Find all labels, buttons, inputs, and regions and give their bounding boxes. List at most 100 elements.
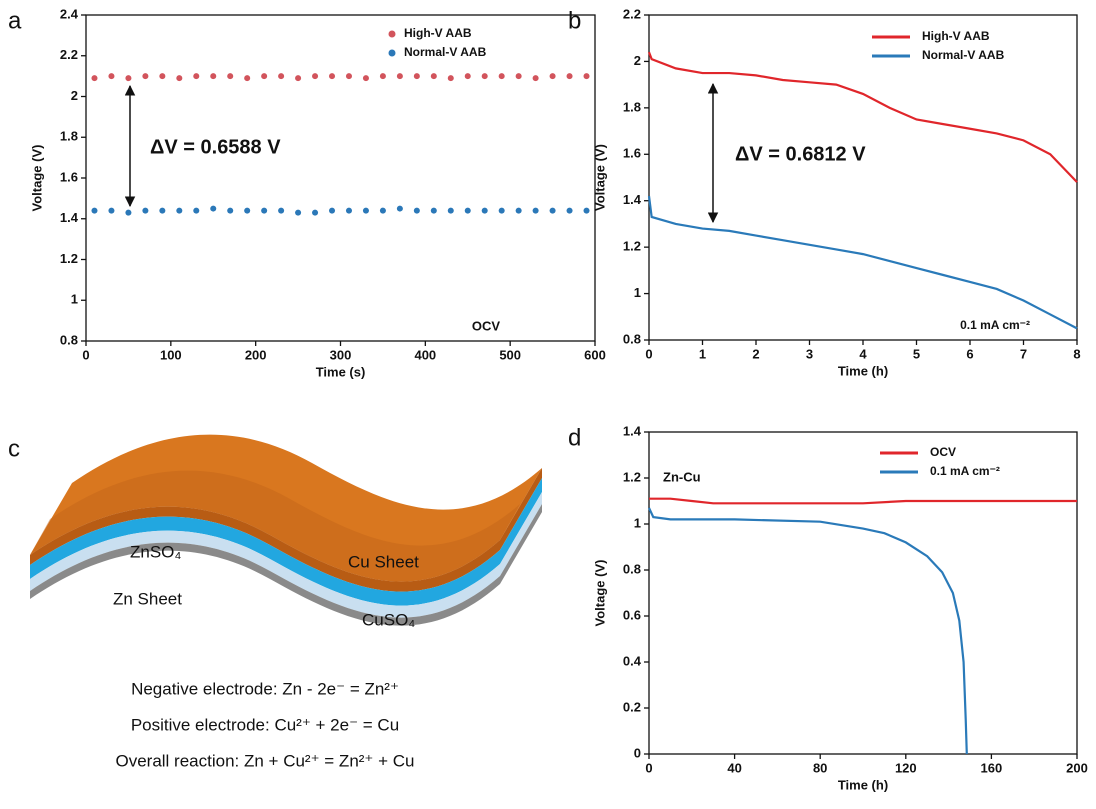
data-point [532,207,539,214]
x-tick-label: 4 [859,346,867,361]
x-axis-title: Time (h) [838,363,888,378]
y-tick-label: 2.2 [60,47,78,62]
annotation: Zn-Cu [663,469,701,484]
data-point [261,207,268,214]
y-tick-label: 0.8 [623,331,641,346]
data-point [379,73,386,80]
y-tick-label: 1.6 [60,169,78,184]
sheet-end [500,468,542,550]
data-point [345,73,352,80]
data-point [447,207,454,214]
y-tick-label: 1 [634,515,641,530]
y-axis-title: Voltage (V) [592,560,607,627]
annotation: ΔV = 0.6812 V [735,143,866,165]
data-point [125,209,132,216]
chart-panel: d 0 40 80 120 160 200 0 0.2 0.4 0.6 0.8 1 1.2 1.4 Time … [568,423,1088,792]
data-point [108,73,115,80]
y-tick-label: 1 [71,292,78,307]
y-tick-label: 1.2 [623,239,641,254]
data-point [176,207,183,214]
data-point [159,207,166,214]
x-tick-label: 5 [913,346,920,361]
data-point [464,73,471,80]
legend-label: Normal-V AAB [404,45,487,59]
equation: Overall reaction: Zn + Cu²⁺ = Zn²⁺ + Cu [115,751,414,770]
data-point [430,207,437,214]
data-point [583,207,590,214]
y-tick-label: 1.4 [623,192,642,207]
x-axis-title: Time (s) [316,364,366,379]
x-axis-title: Time (h) [838,777,888,792]
legend-label: High-V AAB [922,29,990,43]
data-point [108,207,115,214]
data-line [648,507,968,755]
x-tick-label: 80 [813,760,827,775]
y-tick-label: 0.4 [623,653,642,668]
legend-label: High-V AAB [404,26,472,40]
data-point [125,75,132,82]
data-point [176,75,183,82]
legend-label: Normal-V AAB [922,48,1005,62]
y-tick-label: 1 [634,285,641,300]
sheet-end [500,478,542,564]
x-tick-label: 100 [160,347,182,362]
x-tick-label: 120 [895,760,917,775]
x-tick-label: 160 [981,760,1003,775]
data-point [159,73,166,80]
y-tick-label: 0.2 [623,699,641,714]
data-point [329,207,336,214]
data-point [295,75,302,82]
annotation: 0.1 mA cm⁻² [960,318,1030,332]
data-point [549,73,556,80]
x-tick-label: 600 [584,347,606,362]
data-point [91,75,98,82]
annotation: OCV [472,318,501,333]
x-tick-label: 7 [1020,346,1027,361]
y-tick-label: 1.4 [60,210,79,225]
x-tick-label: 500 [499,347,521,362]
equation: Negative electrode: Zn - 2e⁻ = Zn²⁺ [131,679,399,698]
y-tick-label: 1.4 [623,423,642,438]
x-tick-label: 0 [645,346,652,361]
data-point [91,207,98,214]
data-point [515,73,522,80]
legend-label: OCV [930,445,956,459]
data-point [583,73,590,80]
y-tick-label: 2.2 [623,6,641,21]
equation: Positive electrode: Cu²⁺ + 2e⁻ = Cu [131,715,399,734]
data-point [549,207,556,214]
data-point [532,75,539,82]
data-point [413,207,420,214]
data-point [515,207,522,214]
data-point [142,73,149,80]
data-point [498,207,505,214]
y-tick-label: 1.2 [623,469,641,484]
data-point [430,73,437,80]
data-point [566,207,573,214]
layer-label: Cu Sheet [348,552,419,571]
data-line [647,51,1078,183]
legend-swatch [388,49,396,57]
x-tick-label: 0 [82,347,89,362]
x-tick-label: 200 [245,347,267,362]
data-point [142,207,149,214]
y-tick-label: 2 [71,88,78,103]
data-point [278,73,285,80]
data-point [210,73,217,80]
data-point [396,205,403,212]
panel-label: c [8,435,20,462]
y-tick-label: 1.8 [60,129,78,144]
x-tick-label: 200 [1066,760,1088,775]
x-tick-label: 40 [727,760,741,775]
cu-sheet-shade [30,470,520,582]
x-tick-label: 0 [645,760,652,775]
data-point [261,73,268,80]
data-point [498,73,505,80]
data-point [566,73,573,80]
y-tick-label: 2.4 [60,6,79,21]
data-point [227,73,234,80]
x-tick-label: 400 [414,347,436,362]
chart-panel: b 0 1 2 3 4 5 6 7 8 0.8 1 1.2 1.4 1.6 1.8 2 2.2 Time (h) Vo… [568,6,1081,378]
data-point [312,73,319,80]
